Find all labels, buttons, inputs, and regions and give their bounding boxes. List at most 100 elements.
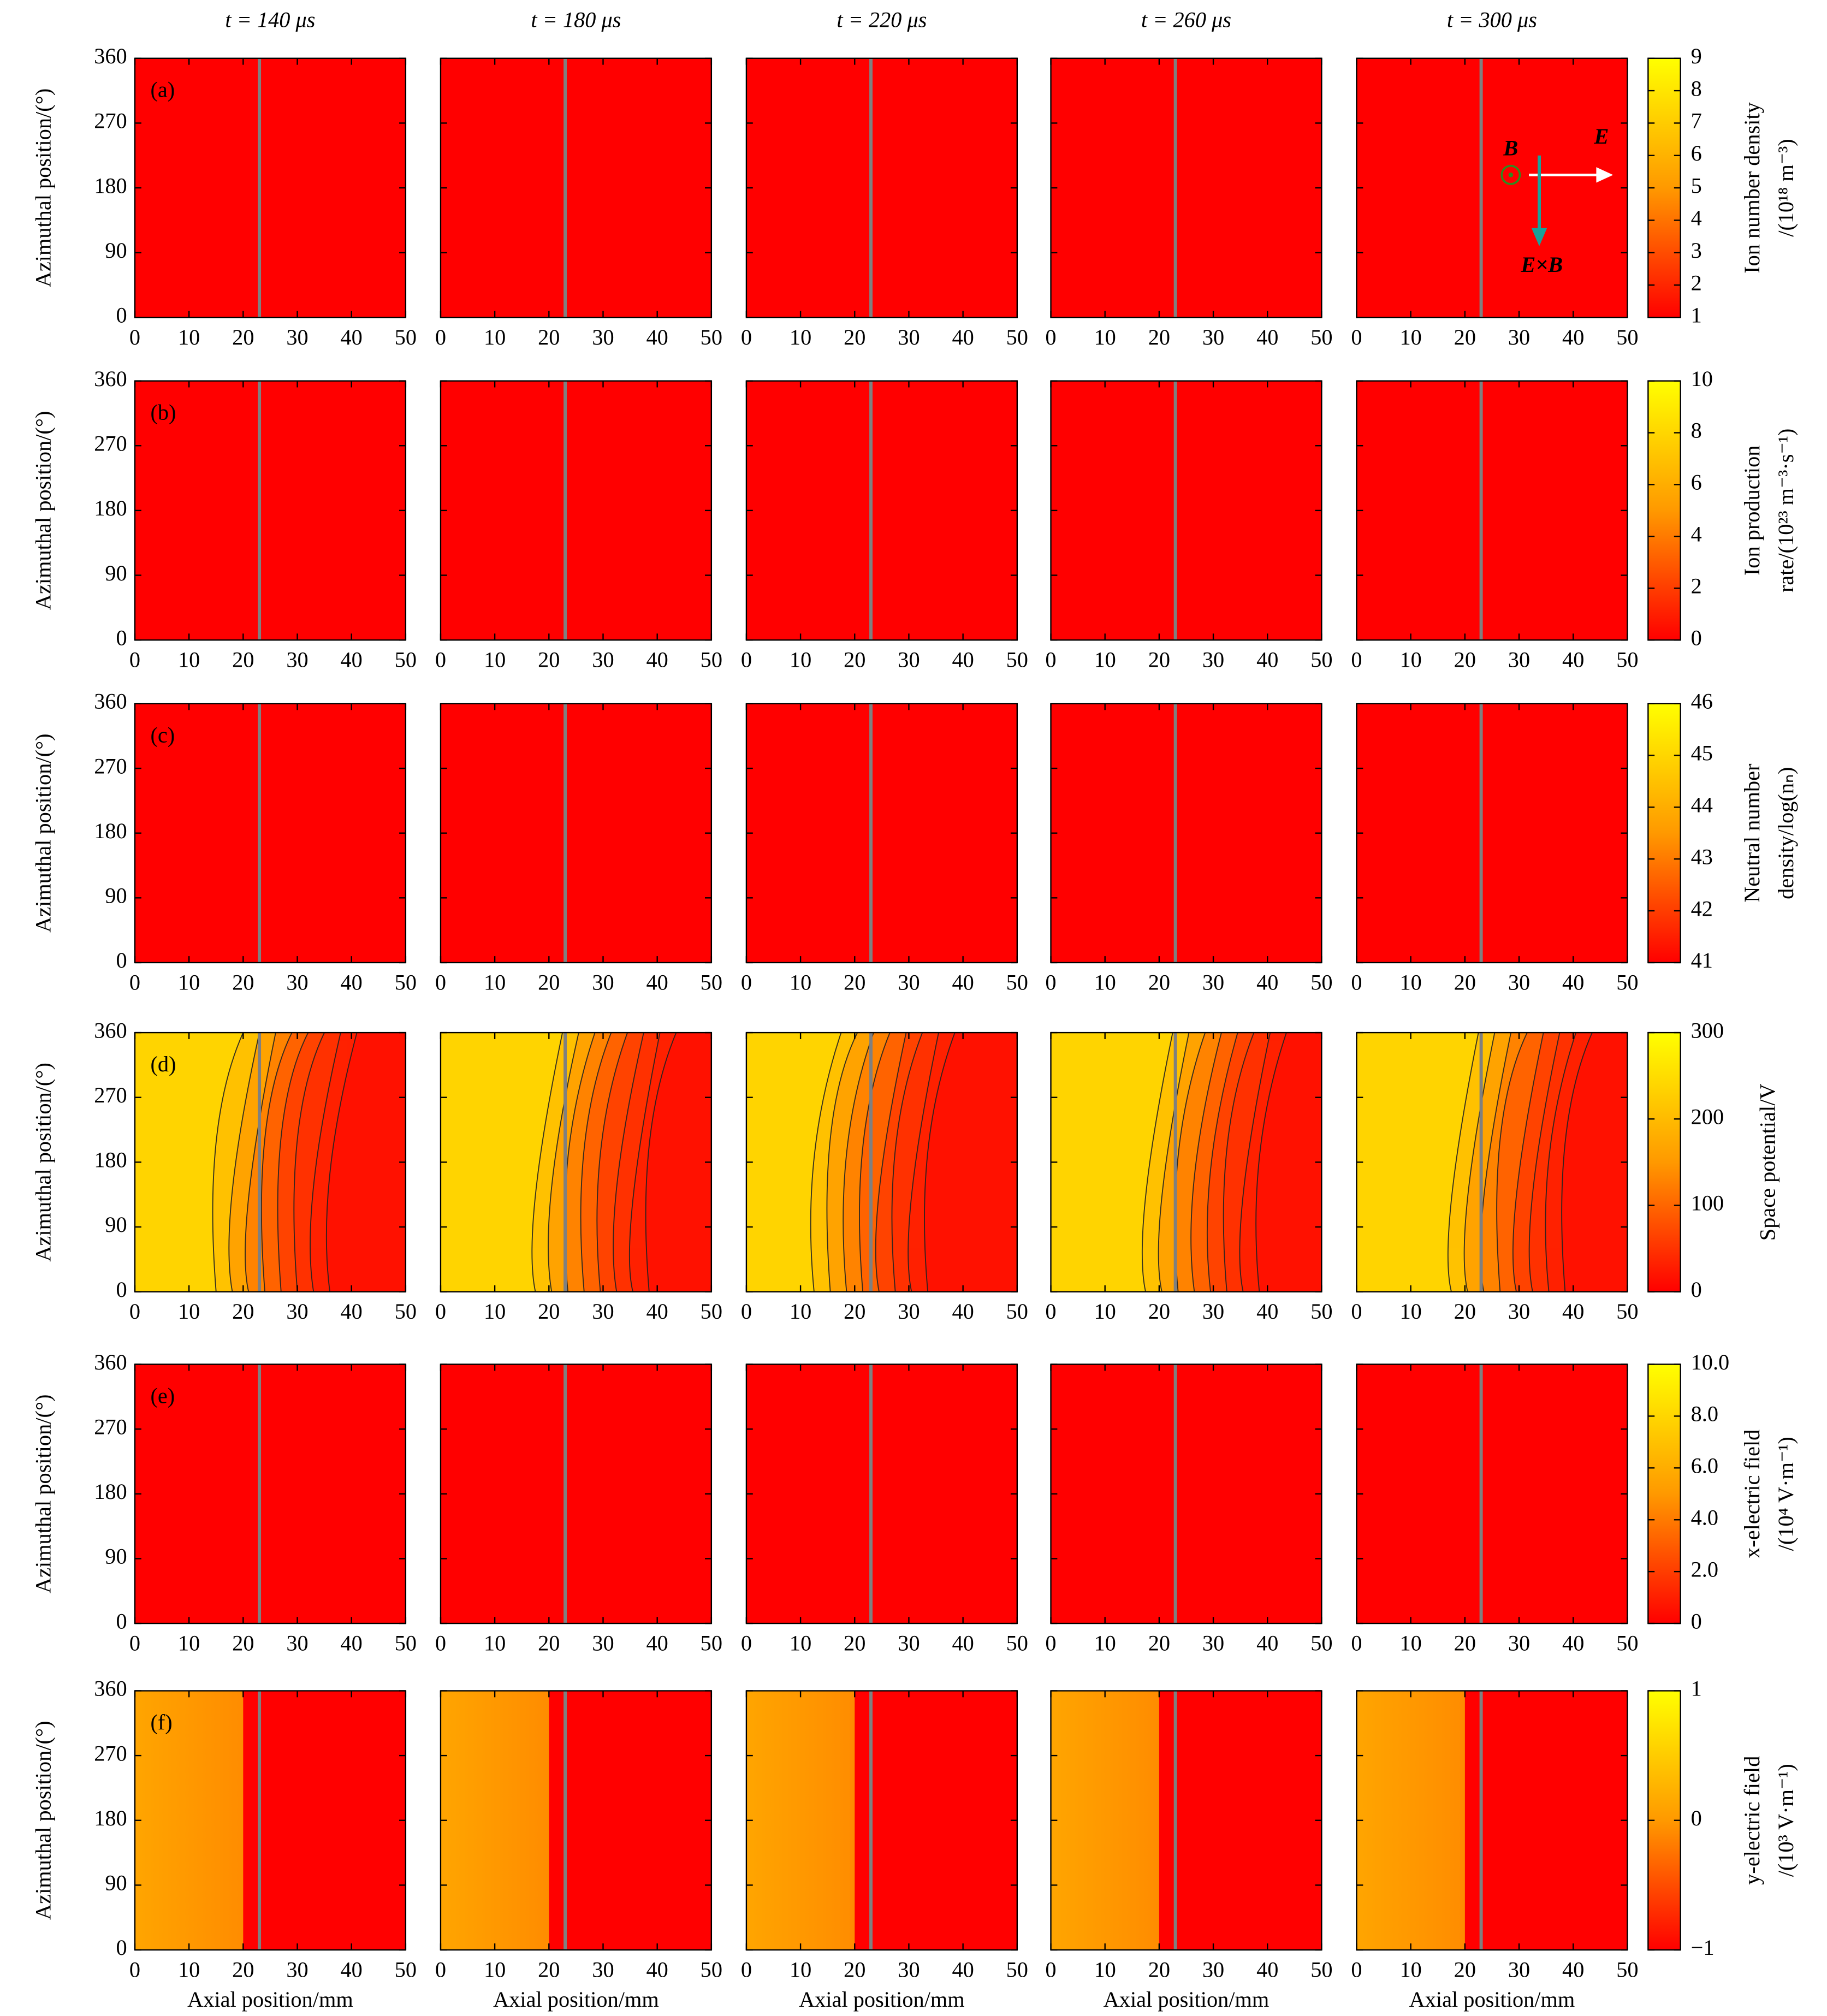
x-tick-label: 40 [646,970,668,995]
y-tick-label: 270 [94,1083,127,1107]
x-tick-label: 40 [1256,970,1278,995]
x-tick-label: 40 [1562,1631,1584,1656]
x-tick-label: 20 [232,325,254,349]
x-tick-label: 50 [701,970,722,995]
y-axis-label: Azimuthal position/(°) [31,88,56,287]
x-tick-label: 20 [844,970,865,995]
x-tick-label: 40 [1562,1299,1584,1324]
x-tick-label: 0 [129,1958,140,1982]
x-tick-label: 10 [178,1631,200,1656]
heatmap [134,1364,406,1624]
x-tick-label: 40 [646,1299,668,1324]
x-tick-label: 50 [1616,1299,1638,1324]
heatmap [746,58,1017,318]
contour [1561,1033,1628,1292]
heatmap [1051,703,1322,963]
heatmap-region [1051,1691,1159,1950]
heatmap-bg [1051,381,1322,641]
x-tick-label: 0 [1351,648,1362,672]
heatmap-bg [1051,703,1322,963]
x-tick-label: 40 [646,1958,668,1982]
x-tick-label: 10 [1094,1631,1116,1656]
colorbar-tick-label: 45 [1691,741,1713,766]
heatmap [440,1033,711,1292]
colorbar [1647,1363,1681,1624]
x-tick-label: 40 [952,1299,974,1324]
colorbar-tick-label: 300 [1691,1018,1724,1042]
x-tick-label: 0 [1045,1958,1056,1982]
x-tick-label: 20 [1148,325,1170,349]
y-tick-label: 0 [116,948,127,973]
y-axis-label: Azimuthal position/(°) [31,1395,56,1593]
x-tick-label: 30 [898,1958,920,1982]
y-tick-label: 180 [94,496,127,520]
x-tick-label: 30 [898,1631,920,1656]
panel-label: (e) [150,1383,175,1408]
x-tick-label: 50 [1006,1958,1028,1982]
x-tick-label: 10 [178,648,200,672]
x-axis-label: Axial position/mm [1409,1987,1575,2012]
x-tick-label: 40 [1562,648,1584,672]
x-tick-label: 10 [790,1631,811,1656]
x-tick-label: 20 [1454,325,1476,349]
heatmap [746,703,1017,963]
y-tick-label: 360 [94,1350,127,1374]
y-tick-label: 0 [116,625,127,650]
x-tick-label: 50 [1310,970,1332,995]
colorbar-label: /(10¹⁸ m⁻³) [1773,139,1798,236]
x-tick-label: 20 [1148,1299,1170,1324]
heatmap [746,1691,1017,1950]
x-tick-label: 30 [286,1299,308,1324]
x-tick-label: 0 [1045,325,1056,349]
x-tick-label: 10 [1094,970,1116,995]
x-tick-label: 10 [484,970,506,995]
x-tick-label: 40 [341,970,363,995]
x-tick-label: 20 [538,1631,560,1656]
heatmap-bg [746,58,1017,318]
x-tick-label: 50 [1616,1631,1638,1656]
x-tick-label: 50 [1310,1631,1332,1656]
heatmap [134,58,406,318]
x-tick-label: 50 [1006,325,1028,349]
y-tick-label: 270 [94,1741,127,1765]
x-tick-label: 20 [232,1299,254,1324]
heatmap [134,381,406,641]
y-tick-label: 90 [105,1871,127,1895]
colorbar-tick-label: 6 [1691,141,1702,165]
x-tick-label: 20 [1148,970,1170,995]
colorbar-tick-label: 8 [1691,418,1702,443]
x-tick-label: 0 [1045,1631,1056,1656]
x-tick-label: 30 [898,325,920,349]
y-tick-label: 0 [116,1277,127,1302]
x-tick-label: 0 [435,325,446,349]
x-tick-label: 40 [646,1631,668,1656]
x-tick-label: 40 [341,325,363,349]
heatmap-bg [440,381,711,641]
x-tick-label: 10 [484,1958,506,1982]
y-tick-label: 180 [94,819,127,843]
colorbar-tick-label: 46 [1691,689,1713,714]
x-tick-label: 30 [898,1299,920,1324]
y-tick-label: 360 [94,1676,127,1701]
x-tick-label: 30 [1508,1631,1530,1656]
colorbar-tick-label: 100 [1691,1191,1724,1215]
y-tick-label: 0 [116,303,127,328]
x-tick-label: 20 [538,1958,560,1982]
heatmap [1356,58,1628,318]
y-tick-label: 90 [105,1212,127,1237]
x-tick-label: 50 [1006,970,1028,995]
heatmap-bg [134,1364,406,1624]
y-tick-label: 270 [94,1414,127,1439]
x-tick-label: 20 [538,648,560,672]
heatmap [134,1033,406,1292]
x-tick-label: 20 [1148,648,1170,672]
x-tick-label: 30 [592,1631,614,1656]
contour [325,1033,406,1292]
colorbar-tick-label: 9 [1691,44,1702,68]
heatmap [1356,381,1628,641]
x-tick-label: 30 [286,1631,308,1656]
x-tick-label: 30 [1508,648,1530,672]
colorbar-tick-label: 4.0 [1691,1505,1718,1529]
colorbar-label: /(10⁴ V·m⁻¹) [1773,1437,1798,1551]
x-tick-label: 20 [1148,1958,1170,1982]
